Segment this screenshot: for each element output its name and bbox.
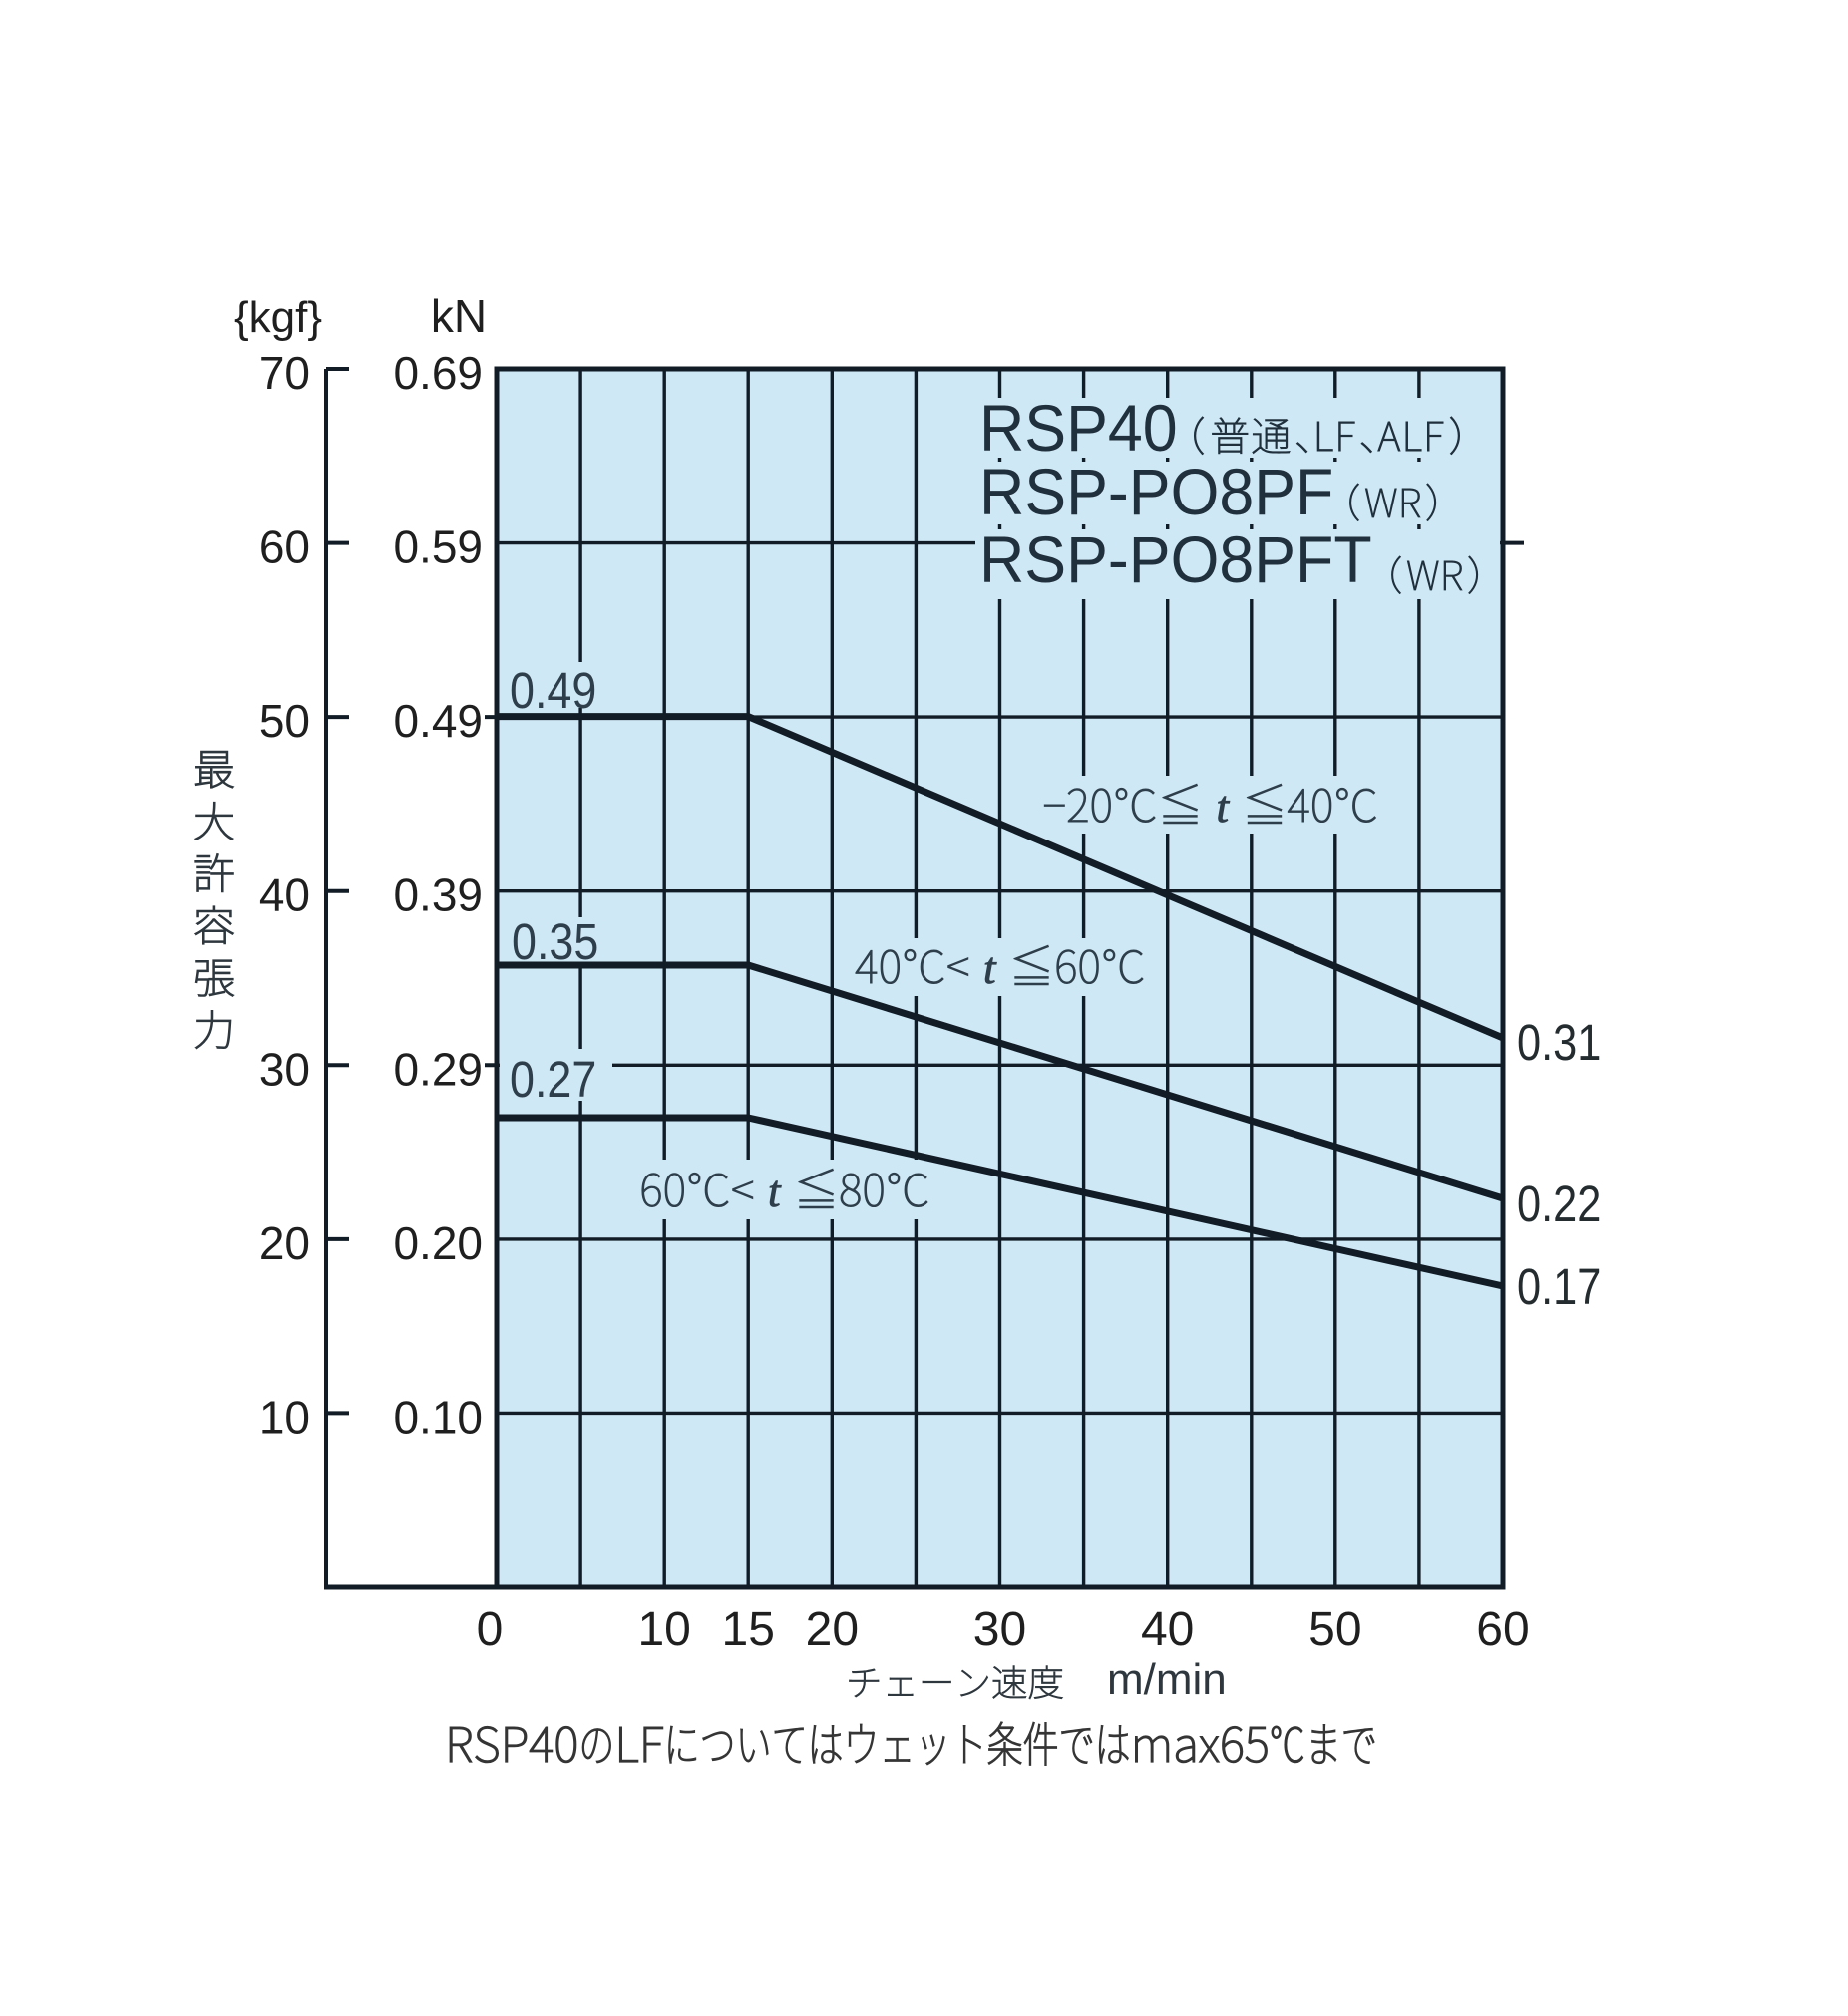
- svg-text:50: 50: [1308, 1603, 1361, 1656]
- svg-text:0.10: 0.10: [393, 1391, 483, 1443]
- svg-text:30: 30: [973, 1603, 1026, 1656]
- svg-text:20: 20: [259, 1217, 310, 1269]
- svg-text:60: 60: [1476, 1603, 1529, 1656]
- svg-text:0.27: 0.27: [510, 1052, 596, 1108]
- svg-text:0.49: 0.49: [510, 663, 596, 719]
- svg-text:10: 10: [637, 1603, 690, 1656]
- svg-text:10: 10: [259, 1391, 310, 1443]
- svg-text:0.39: 0.39: [393, 869, 483, 921]
- svg-text:40: 40: [259, 869, 310, 921]
- svg-text:60: 60: [259, 521, 310, 573]
- svg-text:20: 20: [806, 1603, 859, 1656]
- svg-text:70: 70: [259, 347, 310, 399]
- svg-text:0.20: 0.20: [393, 1217, 483, 1269]
- svg-text:0.17: 0.17: [1517, 1259, 1601, 1316]
- svg-text:RSP-PO8PF: RSP-PO8PF: [979, 456, 1333, 529]
- svg-text:0.31: 0.31: [1517, 1015, 1601, 1072]
- svg-text:15: 15: [722, 1603, 775, 1656]
- svg-text:0: 0: [477, 1603, 504, 1656]
- svg-text:{kgf}: {kgf}: [234, 293, 322, 342]
- svg-text:0.35: 0.35: [512, 914, 598, 970]
- svg-text:0.49: 0.49: [393, 695, 483, 747]
- svg-text:0.69: 0.69: [393, 347, 483, 399]
- svg-text:40: 40: [1141, 1603, 1194, 1656]
- svg-text:RSP40: RSP40: [979, 392, 1178, 466]
- svg-text:m/min: m/min: [1107, 1655, 1227, 1704]
- svg-text:RSP-PO8PFT: RSP-PO8PFT: [979, 523, 1372, 597]
- svg-text:kN: kN: [431, 290, 487, 342]
- svg-text:0.59: 0.59: [393, 521, 483, 573]
- svg-text:30: 30: [259, 1043, 310, 1095]
- svg-text:0.29: 0.29: [393, 1043, 483, 1095]
- svg-text:0.22: 0.22: [1517, 1176, 1601, 1233]
- svg-text:50: 50: [259, 695, 310, 747]
